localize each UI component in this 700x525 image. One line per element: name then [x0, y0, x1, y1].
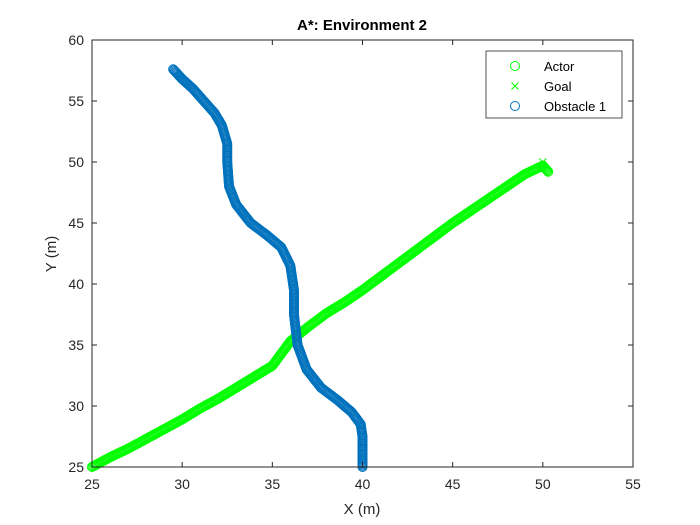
- y-tick-label: 60: [68, 32, 84, 48]
- y-tick-label: 55: [68, 93, 84, 109]
- y-axis-label: Y (m): [43, 236, 60, 272]
- x-axis-label: X (m): [344, 501, 381, 518]
- legend-actor-marker: [510, 61, 520, 71]
- x-tick-label: 40: [355, 476, 371, 492]
- actor-trail-point: [542, 165, 553, 176]
- obstacle-trail-point: [214, 117, 225, 128]
- y-tick-label: 50: [68, 154, 84, 170]
- legend-obstacle-marker: [510, 101, 520, 111]
- plot-marks: [87, 64, 554, 472]
- legend-box: [485, 50, 623, 119]
- y-tick-label: 25: [68, 459, 84, 475]
- legend-obstacle-label: Obstacle 1: [544, 99, 606, 114]
- y-tick-label: 35: [68, 337, 84, 353]
- actor-trail-point: [541, 165, 552, 176]
- legend-goal-label: Goal: [544, 79, 572, 94]
- y-tick-label: 30: [68, 398, 84, 414]
- legend-goal-marker: [511, 82, 519, 90]
- x-tick-label: 50: [535, 476, 551, 492]
- x-tick-label: 55: [625, 476, 641, 492]
- legend-actor-label: Actor: [544, 59, 575, 74]
- chart-title: A*: Environment 2: [297, 17, 427, 34]
- y-tick-label: 40: [68, 276, 84, 292]
- actor-series: [87, 160, 554, 472]
- x-tick-label: 25: [84, 476, 100, 492]
- goal-marker: [538, 158, 547, 166]
- x-axis-ticks: 25 30 35 40 45 50 55: [84, 40, 641, 492]
- y-tick-label: 45: [68, 215, 84, 231]
- x-tick-label: 30: [174, 476, 190, 492]
- x-tick-label: 35: [265, 476, 281, 492]
- obstacle-series: [168, 64, 368, 472]
- x-tick-label: 45: [445, 476, 461, 492]
- legend: Actor Goal Obstacle 1: [485, 50, 623, 119]
- y-axis-ticks: 25 30 35 40 45 50 55 60: [68, 32, 633, 475]
- actor-point: [543, 166, 554, 177]
